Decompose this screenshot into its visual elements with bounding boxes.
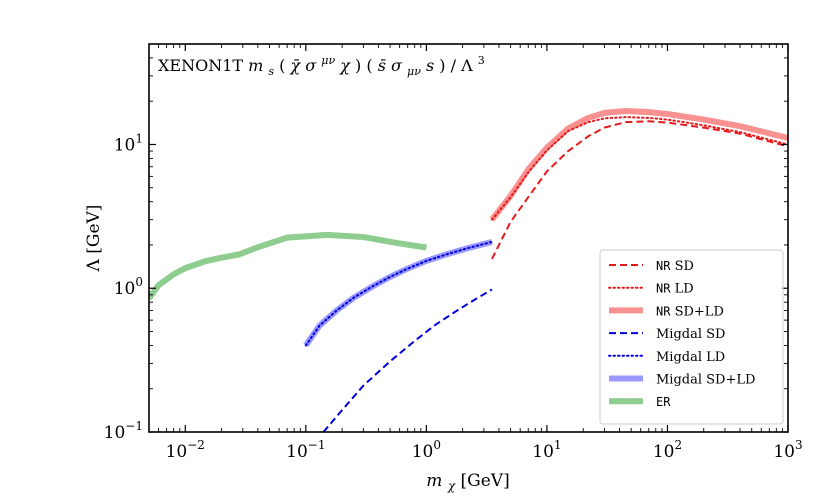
series-line-er [149,231,427,301]
x-tick-label: 101 [532,438,561,462]
legend-label: Migdal SD [656,327,725,342]
plot-frame [148,43,789,433]
series-line-nr-ld [490,116,788,221]
series-line-migdal-sd [322,288,493,432]
legend-entries: NR SD NR LD NR SD+LD Migdal SD Migdal LD Migd… [608,259,755,409]
series-line-migdal-ld [304,240,493,347]
y-axis-label: Λ [GeV] [84,205,104,273]
series-layer [149,107,788,432]
x-tick-label: 100 [412,438,441,462]
x-tick-label: 102 [653,438,682,462]
series-line-nr-sd-ld [489,107,788,222]
legend-label: Migdal LD [656,350,725,365]
legend-label: NR SD+LD [656,304,724,319]
legend-box [599,249,784,425]
legend-label: NR LD [656,282,694,297]
ticks-layer: 10−2 10−1 100 101 102 103 10−1 100 101 [104,43,803,462]
legend-label: ER [656,395,671,409]
chart-title: XENON1T m s ( χ̄ σ μν χ ) ( s̄ σ μν s ) … [158,49,485,79]
x-tick-label: 10−2 [166,438,205,462]
x-tick-label: 103 [773,438,802,462]
y-tick-label: 101 [114,131,143,155]
legend: NR SD NR LD NR SD+LD Migdal SD Migdal LD Migd… [599,249,784,425]
series-line-nr-sd [491,120,788,260]
y-tick-label: 100 [114,275,143,299]
y-tick-label: 10−1 [104,419,143,443]
x-tick-label: 10−1 [286,438,325,462]
legend-label: NR SD [656,259,694,274]
legend-label: Migdal SD+LD [656,373,755,388]
x-axis-label: m χ [GeV] [426,471,509,495]
